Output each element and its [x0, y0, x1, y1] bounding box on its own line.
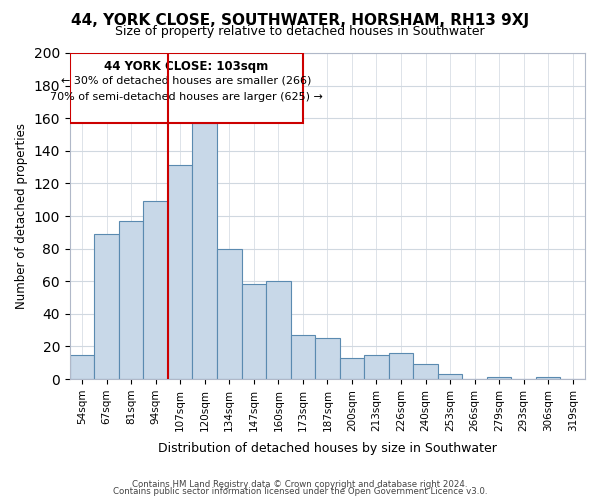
Bar [242, 284, 266, 379]
X-axis label: Distribution of detached houses by size in Southwater: Distribution of detached houses by size … [158, 442, 497, 455]
Y-axis label: Number of detached properties: Number of detached properties [15, 123, 28, 309]
Text: 70% of semi-detached houses are larger (625) →: 70% of semi-detached houses are larger (… [50, 92, 323, 102]
Bar [168, 166, 193, 379]
Bar [536, 378, 560, 379]
FancyBboxPatch shape [70, 53, 303, 123]
Text: ← 30% of detached houses are smaller (266): ← 30% of detached houses are smaller (26… [61, 76, 311, 86]
Bar [193, 123, 217, 379]
Bar [143, 202, 168, 379]
Text: 44 YORK CLOSE: 103sqm: 44 YORK CLOSE: 103sqm [104, 60, 268, 72]
Text: 44, YORK CLOSE, SOUTHWATER, HORSHAM, RH13 9XJ: 44, YORK CLOSE, SOUTHWATER, HORSHAM, RH1… [71, 12, 529, 28]
Text: Contains public sector information licensed under the Open Government Licence v3: Contains public sector information licen… [113, 487, 487, 496]
Bar [364, 354, 389, 379]
Bar [413, 364, 438, 379]
Bar [217, 248, 242, 379]
Bar [290, 335, 315, 379]
Text: Size of property relative to detached houses in Southwater: Size of property relative to detached ho… [115, 25, 485, 38]
Bar [70, 354, 94, 379]
Bar [340, 358, 364, 379]
Bar [487, 378, 511, 379]
Bar [315, 338, 340, 379]
Bar [119, 221, 143, 379]
Bar [266, 281, 290, 379]
Text: Contains HM Land Registry data © Crown copyright and database right 2024.: Contains HM Land Registry data © Crown c… [132, 480, 468, 489]
Bar [438, 374, 463, 379]
Bar [389, 353, 413, 379]
Bar [94, 234, 119, 379]
